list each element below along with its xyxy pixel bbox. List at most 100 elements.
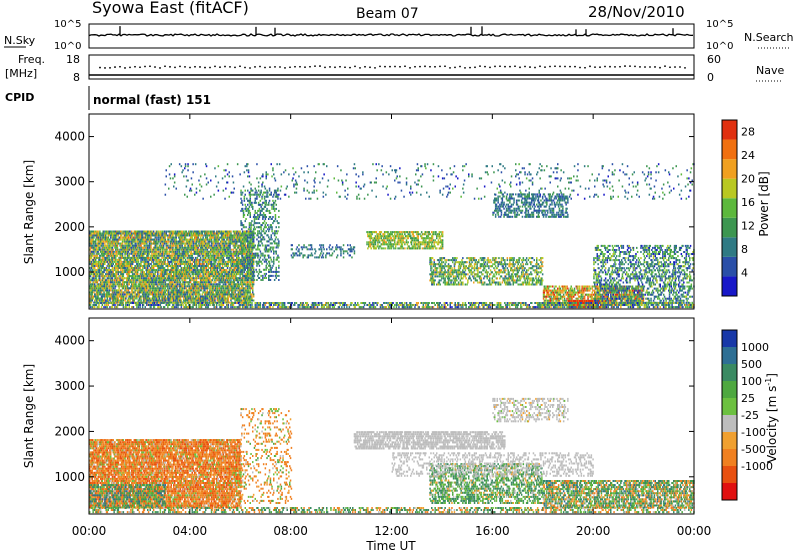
range-gate-cell — [194, 283, 197, 286]
range-gate-cell — [111, 265, 114, 267]
station-title: Syowa East (fitACF) — [92, 0, 249, 17]
range-gate-cell — [106, 244, 109, 247]
range-gate-cell — [90, 232, 93, 235]
range-gate-cell — [195, 297, 198, 300]
range-gate-cell — [196, 275, 199, 278]
range-gate-cell — [106, 236, 109, 239]
range-gate-cell — [178, 277, 181, 280]
range-gate-cell — [138, 297, 141, 300]
range-gate-cell — [121, 287, 124, 290]
range-gate-cell — [187, 254, 189, 257]
range-gate-cell — [126, 246, 129, 249]
range-gate-cell — [211, 273, 214, 276]
range-gate-cell — [135, 254, 137, 257]
nave-dot — [399, 65, 401, 68]
range-gate-cell — [143, 256, 146, 259]
range-gate-cell — [89, 260, 91, 263]
range-gate-cell — [228, 301, 230, 304]
range-gate-cell — [196, 246, 199, 249]
range-gate-cell — [162, 293, 165, 296]
range-gate-cell — [183, 291, 185, 294]
range-gate-cell — [145, 265, 147, 267]
range-gate-cell — [102, 232, 104, 235]
range-gate-cell — [151, 234, 153, 237]
range-gate-cell — [115, 265, 118, 267]
range-gate-cell — [155, 232, 157, 235]
range-gate-cell — [105, 236, 107, 239]
range-gate-cell — [178, 238, 181, 241]
range-gate-cell — [165, 301, 167, 304]
range-gate-cell — [130, 291, 132, 294]
range-gate-cell — [115, 295, 118, 298]
range-gate-cell — [89, 246, 92, 249]
range-gate-cell — [156, 244, 158, 247]
range-gate-cell — [171, 230, 173, 233]
range-gate-cell — [173, 295, 176, 298]
range-gate-cell — [140, 297, 142, 300]
range-gate-cell — [177, 291, 179, 294]
range-gate-cell — [166, 254, 168, 257]
range-gate-cell — [157, 236, 160, 239]
range-gate-cell — [98, 256, 100, 259]
range-gate-cell — [185, 263, 188, 265]
range-gate-cell — [136, 244, 138, 247]
range-gate-cell — [203, 301, 205, 304]
range-gate-cell — [159, 234, 162, 237]
range-gate-cell — [168, 301, 171, 304]
range-gate-cell — [154, 293, 156, 296]
range-gate-cell — [173, 232, 176, 235]
range-gate-cell — [124, 244, 126, 247]
range-gate-cell — [159, 238, 162, 241]
range-gate-cell — [172, 254, 174, 257]
range-gate-cell — [99, 248, 102, 251]
range-gate-cell — [98, 283, 100, 286]
range-gate-cell — [160, 289, 162, 292]
nave-dot — [229, 65, 231, 68]
range-gate-cell — [104, 246, 106, 249]
nave-dot — [519, 66, 521, 69]
range-gate-cell — [156, 263, 158, 265]
range-gate-cell — [150, 234, 152, 237]
range-gate-cell — [178, 248, 181, 251]
range-gate-cell — [147, 244, 149, 247]
range-gate-cell — [134, 285, 136, 288]
range-gate-cell — [111, 254, 114, 257]
range-gate-cell — [164, 234, 167, 237]
range-gate-cell — [179, 275, 182, 278]
range-gate-cell — [149, 232, 151, 235]
nave-dot — [419, 65, 421, 68]
range-gate-cell — [213, 293, 215, 296]
range-gate-cell — [140, 265, 142, 267]
range-gate-cell — [120, 293, 122, 296]
range-gate-cell — [168, 269, 170, 272]
range-gate-cell — [133, 258, 135, 261]
range-gate-cell — [124, 285, 126, 288]
range-gate-cell — [110, 236, 112, 239]
range-gate-cell — [159, 246, 162, 249]
range-gate-cell — [89, 240, 92, 243]
range-gate-cell — [179, 297, 182, 300]
range-gate-cell — [97, 289, 99, 292]
range-gate-cell — [197, 281, 199, 284]
range-gate-cell — [186, 291, 188, 294]
range-gate-cell — [116, 277, 119, 280]
range-gate-cell — [142, 277, 145, 280]
range-gate-cell — [187, 267, 189, 269]
range-gate-cell — [222, 283, 225, 286]
range-gate-cell — [174, 279, 177, 282]
range-gate-cell — [166, 265, 168, 267]
range-gate-cell — [203, 271, 205, 274]
range-gate-cell — [123, 232, 125, 235]
range-gate-cell — [189, 256, 192, 259]
range-gate-cell — [202, 273, 204, 276]
range-gate-cell — [199, 275, 202, 278]
range-gate-cell — [206, 236, 209, 239]
range-gate-cell — [136, 234, 138, 237]
range-gate-cell — [132, 297, 135, 300]
range-gate-cell — [168, 256, 170, 259]
nave-dot — [199, 66, 201, 68]
range-gate-cell — [145, 252, 147, 255]
range-gate-cell — [132, 299, 135, 302]
range-gate-cell — [223, 271, 225, 274]
